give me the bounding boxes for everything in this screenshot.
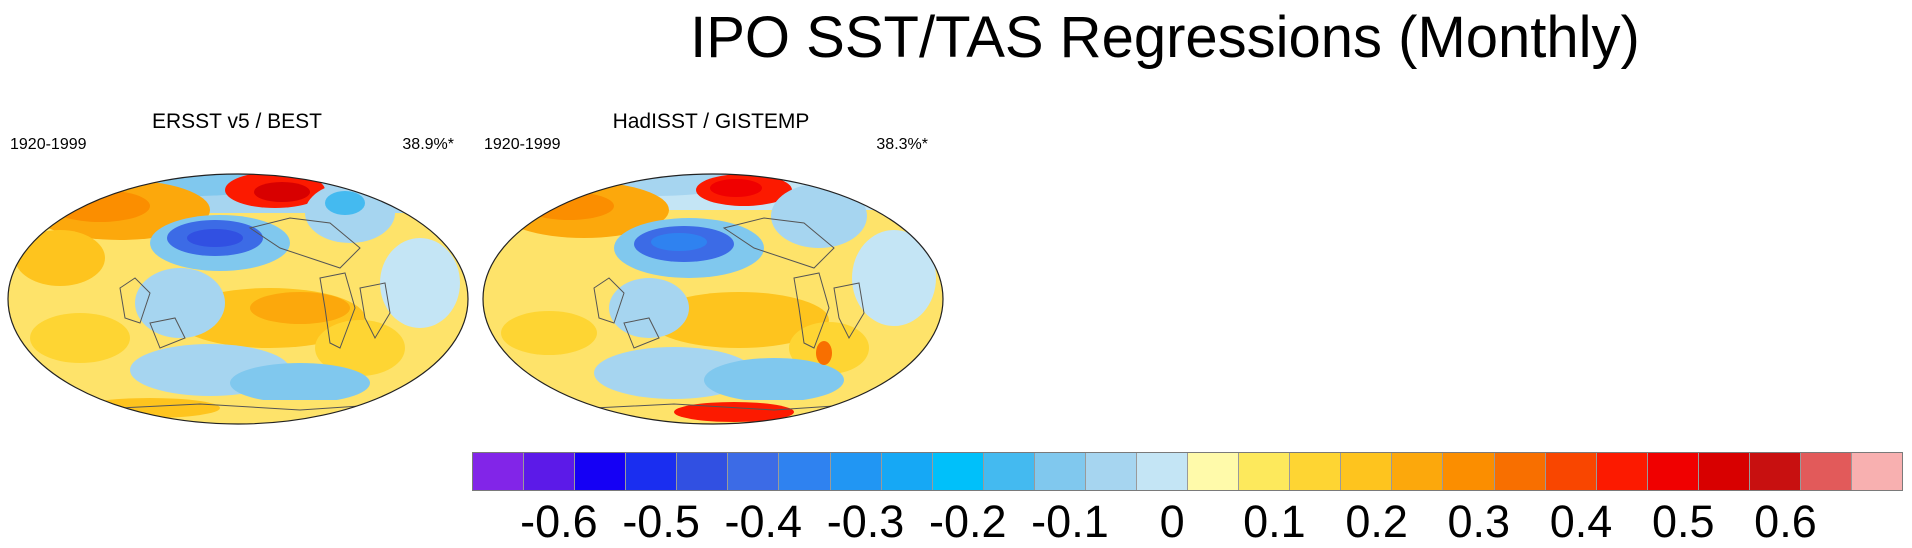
colorbar-cell	[1698, 452, 1750, 491]
colorbar-cell	[472, 452, 525, 491]
colorbar-cell	[881, 452, 933, 491]
world-map-hadisst-gistemp	[482, 173, 944, 425]
map-panel-ersst-best: ERSST v5 / BEST 1920-1999 38.9%*	[0, 108, 474, 426]
colorbar-cell	[1749, 452, 1802, 491]
panel-variance: 38.9%*	[402, 136, 454, 153]
colorbar-cell	[1392, 452, 1444, 491]
colorbar-tick-label: 0.4	[1549, 496, 1613, 547]
colorbar-cell	[626, 452, 678, 491]
colorbar-cell	[1341, 452, 1393, 491]
colorbar-tick-label: 0.3	[1447, 496, 1511, 547]
colorbar-cell	[677, 452, 729, 491]
colorbar-cell	[1239, 452, 1291, 491]
colorbar-cell	[1034, 452, 1086, 491]
colorbar-tick-label: 0.2	[1345, 496, 1408, 547]
figure-title: IPO SST/TAS Regressions (Monthly)	[690, 5, 1640, 70]
colorbar-cell	[524, 452, 576, 491]
colorbar-tick-label: -0.3	[826, 496, 905, 547]
colorbar-cell	[1443, 452, 1495, 491]
colorbar-cell	[1290, 452, 1342, 491]
colorbar-cell	[1085, 452, 1138, 491]
colorbar-cell	[1596, 452, 1648, 491]
colorbar-cell	[830, 452, 882, 491]
colorbar-cell	[1545, 452, 1597, 491]
panel-years: 1920-1999	[10, 136, 87, 153]
colorbar-tick-label: 0.1	[1243, 496, 1306, 547]
colorbar-tick-label: -0.1	[1031, 496, 1109, 547]
colorbar-tick-label: 0.5	[1651, 496, 1715, 547]
colorbar-cell	[983, 452, 1035, 491]
colorbar-cell	[932, 452, 984, 491]
world-map-ersst-best	[7, 173, 469, 425]
colorbar-cell	[1852, 452, 1904, 491]
colorbar-tick-label: -0.6	[520, 496, 598, 547]
colorbar-cell	[1188, 452, 1240, 491]
colorbar-tick-label: -0.5	[622, 496, 700, 547]
colorbar-tick-label: -0.4	[724, 496, 803, 547]
colorbar-tick-label: 0.6	[1754, 496, 1817, 547]
colorbar-cell	[1137, 452, 1189, 491]
panel-variance: 38.3%*	[876, 136, 928, 153]
colorbar-tick-label: -0.2	[928, 496, 1007, 547]
colorbar-cell	[1801, 452, 1853, 491]
colorbar-cell	[779, 452, 831, 491]
colorbar	[472, 452, 1904, 491]
colorbar-cell	[1647, 452, 1699, 491]
panel-title: HadISST / GISTEMP	[612, 110, 810, 133]
colorbar-cell	[1494, 452, 1546, 491]
map-panel-hadisst-gistemp: HadISST / GISTEMP 1920-1999 38.3%*	[474, 108, 948, 426]
panel-title: ERSST v5 / BEST	[152, 110, 322, 133]
colorbar-cell	[575, 452, 627, 491]
colorbar-tick-label: 0	[1159, 496, 1185, 547]
panel-years: 1920-1999	[484, 136, 561, 153]
colorbar-cell	[728, 452, 780, 491]
